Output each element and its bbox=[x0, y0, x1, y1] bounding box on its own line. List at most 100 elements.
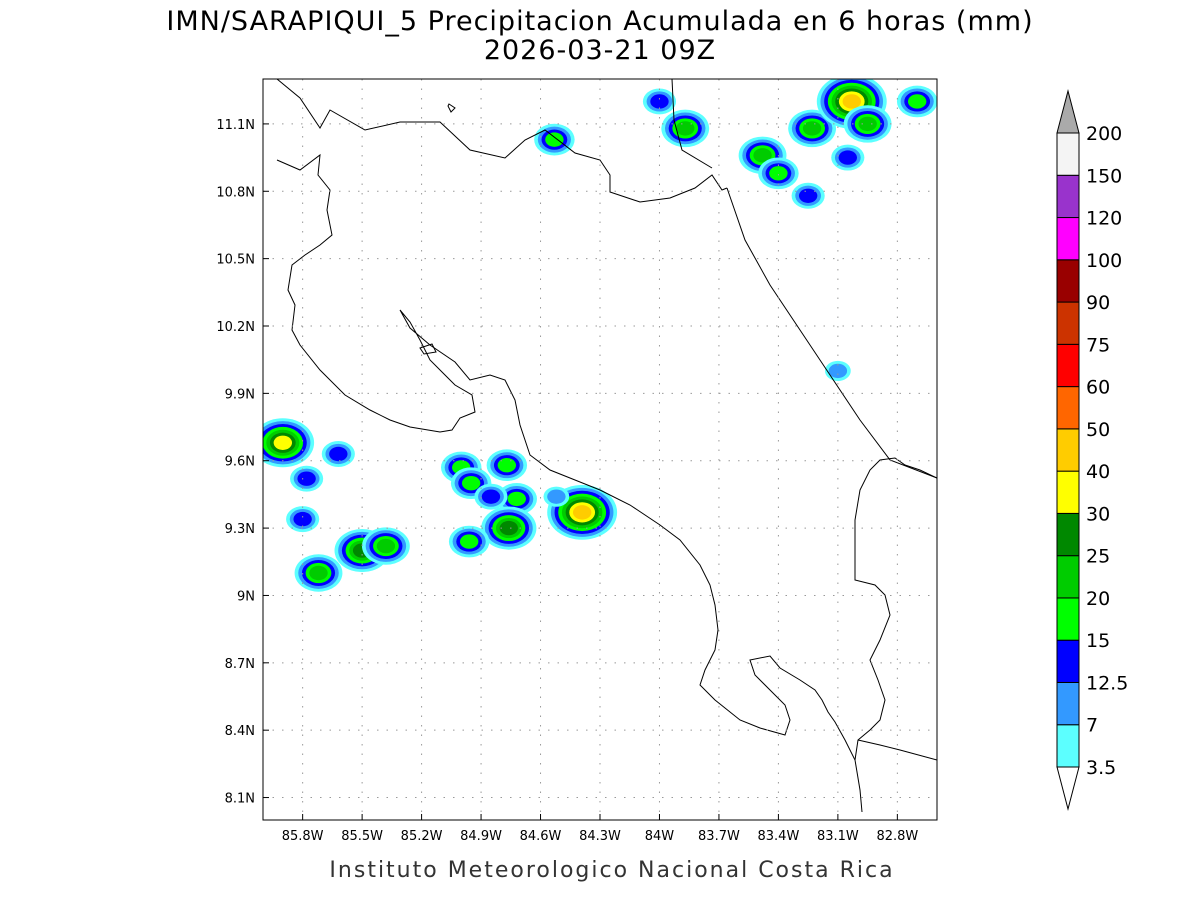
colorbar-swatch bbox=[1056, 301, 1080, 345]
colorbar-label: 15 bbox=[1086, 630, 1110, 652]
precip-cell bbox=[474, 483, 508, 510]
colorbar-swatch bbox=[1056, 681, 1080, 726]
y-tick-label: 8.7N bbox=[225, 657, 255, 672]
precipitation-layer bbox=[263, 79, 937, 592]
panama-border bbox=[854, 457, 937, 761]
institution-credit: Instituto Meteorologico Nacional Costa R… bbox=[329, 858, 894, 883]
precip-cell bbox=[788, 109, 837, 148]
precip-cell bbox=[448, 525, 490, 558]
x-tick-label: 85.5W bbox=[341, 829, 383, 844]
precip-contour bbox=[481, 489, 501, 504]
precip-contour bbox=[309, 565, 328, 581]
precip-cell bbox=[843, 105, 892, 143]
colorbar-swatch bbox=[1056, 259, 1080, 303]
precip-cell bbox=[543, 486, 570, 507]
precip-contour bbox=[828, 363, 848, 379]
y-tick-label: 9.6N bbox=[225, 455, 255, 470]
y-tick-label: 9.3N bbox=[225, 522, 255, 537]
precip-contour bbox=[547, 489, 566, 504]
y-tick-label: 10.5N bbox=[216, 253, 255, 268]
x-axis-ticks: 85.8W 85.5W 85.2W 84.9W 84.6W 84.3W 84W 83.7W 83… bbox=[282, 814, 918, 844]
precip-contour bbox=[650, 94, 669, 109]
colorbar-swatch bbox=[1056, 512, 1080, 557]
precip-cell bbox=[361, 527, 410, 565]
precip-contour bbox=[798, 188, 818, 203]
precip-contour bbox=[376, 538, 396, 554]
precip-contour bbox=[461, 475, 481, 491]
precip-cell bbox=[481, 506, 537, 550]
nicaragua-border bbox=[276, 79, 728, 203]
colorbar-label: 12.5 bbox=[1086, 672, 1128, 694]
colorbar-swatch bbox=[1056, 724, 1080, 768]
colorbar-swatch bbox=[1056, 555, 1080, 599]
precip-cell bbox=[534, 123, 575, 156]
precip-cell bbox=[831, 144, 865, 171]
x-tick-label: 82.8W bbox=[876, 829, 918, 844]
y-tick-label: 11.1N bbox=[216, 118, 255, 133]
graticule-grid bbox=[263, 79, 937, 820]
x-tick-label: 83.4W bbox=[758, 829, 800, 844]
precip-cell bbox=[286, 506, 320, 533]
precip-contour bbox=[545, 132, 564, 147]
precip-contour bbox=[842, 94, 861, 109]
colorbar-swatch bbox=[1056, 174, 1080, 219]
precip-contour bbox=[499, 520, 519, 536]
precip-contour bbox=[802, 121, 822, 136]
precip-cell bbox=[496, 483, 537, 515]
x-tick-label: 83.1W bbox=[817, 829, 859, 844]
colorbar-label: 60 bbox=[1086, 377, 1110, 399]
colorbar-label: 75 bbox=[1086, 334, 1110, 356]
x-tick-label: 84.6W bbox=[520, 829, 562, 844]
colorbar-swatch bbox=[1056, 597, 1080, 641]
y-tick-label: 8.1N bbox=[225, 792, 255, 807]
y-tick-label: 10.8N bbox=[216, 185, 255, 200]
colorbar-swatch bbox=[1056, 386, 1080, 430]
colorbar-swatch bbox=[1056, 217, 1080, 261]
y-tick-label: 8.4N bbox=[225, 724, 255, 739]
colorbar-swatch bbox=[1056, 470, 1080, 514]
y-tick-label: 9N bbox=[237, 589, 255, 604]
precip-contour bbox=[329, 446, 348, 462]
precip-cell bbox=[321, 441, 355, 467]
colorbar-legend: 3.5 7 12.5 15 20 25 30 40 50 60 75 90 100 120 150 200 bbox=[1056, 89, 1128, 811]
precip-contour bbox=[572, 505, 592, 520]
colorbar-swatch bbox=[1056, 428, 1080, 472]
caribbean-coast bbox=[726, 187, 937, 479]
colorbar-label: 25 bbox=[1086, 546, 1110, 568]
panama-coast bbox=[857, 739, 937, 761]
colorbar-label: 3.5 bbox=[1086, 757, 1116, 779]
precip-contour bbox=[293, 511, 312, 527]
x-tick-label: 85.2W bbox=[401, 829, 443, 844]
precip-contour bbox=[753, 148, 772, 163]
nicaragua-caribbean-coast bbox=[671, 79, 713, 169]
colorbar-below-arrow bbox=[1056, 766, 1080, 811]
precip-contour bbox=[273, 435, 293, 450]
x-tick-label: 84.3W bbox=[579, 829, 621, 844]
precip-cell bbox=[263, 418, 315, 468]
precip-contour bbox=[838, 150, 857, 165]
map-title: IMN/SARAPIQUI_5 Precipitacion Acumulada … bbox=[166, 6, 1033, 37]
x-tick-label: 83.7W bbox=[698, 829, 740, 844]
precip-cell bbox=[825, 360, 851, 381]
precip-contour bbox=[507, 491, 526, 507]
precip-contour bbox=[459, 534, 479, 549]
precip-cell bbox=[486, 449, 528, 482]
y-tick-label: 9.9N bbox=[225, 387, 255, 402]
colorbar-swatch bbox=[1056, 639, 1080, 683]
colorbar-above-arrow bbox=[1056, 89, 1080, 134]
precip-cell bbox=[642, 88, 677, 115]
precip-cell bbox=[758, 157, 799, 190]
colorbar-swatch bbox=[1056, 343, 1080, 388]
precip-contour bbox=[769, 166, 788, 181]
colorbar-label: 20 bbox=[1086, 588, 1110, 610]
map-subtitle-datetime: 2026-03-21 09Z bbox=[484, 35, 716, 66]
y-axis-ticks: 11.1N 10.8N 10.5N 10.2N 9.9N 9.6N 9.3N 9N 8.7N 8.… bbox=[216, 118, 269, 807]
precip-contour bbox=[676, 121, 695, 136]
precip-contour bbox=[297, 471, 316, 486]
precip-cell bbox=[896, 85, 937, 118]
colorbar-swatch bbox=[1056, 132, 1080, 176]
precip-cell bbox=[791, 182, 825, 209]
lake-outline bbox=[447, 103, 456, 113]
x-tick-label: 84.9W bbox=[460, 829, 502, 844]
